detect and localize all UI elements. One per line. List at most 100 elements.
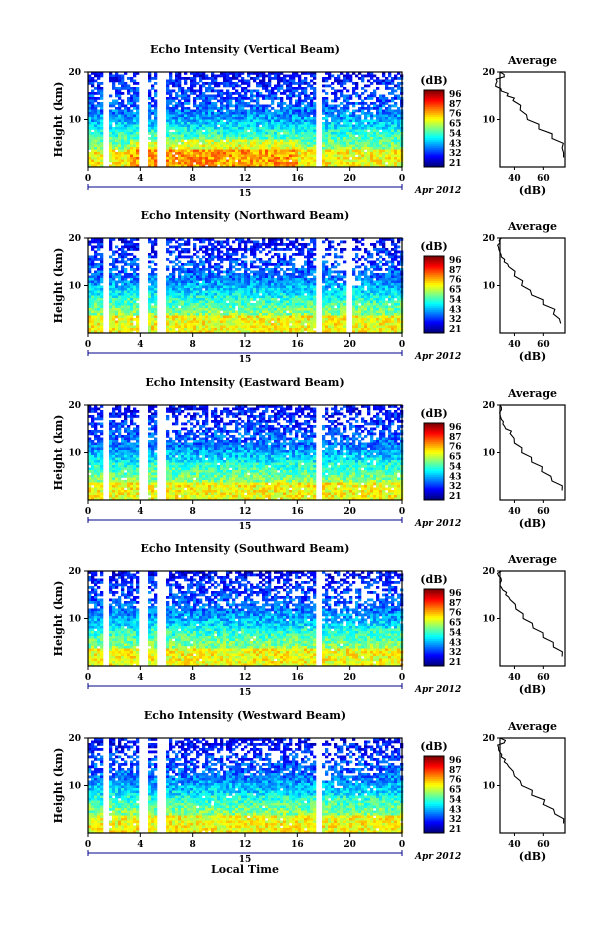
panel-title: Echo Intensity (Westward Beam) <box>144 709 346 722</box>
colorbar-tick-label: 43 <box>449 139 462 149</box>
panel-4: Echo Intensity (Westward Beam) 10 20Height… <box>52 709 566 876</box>
colorbar-unit: (dB) <box>420 740 447 753</box>
heatmap-ytick-label: 20 <box>68 734 81 744</box>
heatmap-ylabel: Height (km) <box>52 248 65 324</box>
colorbar-frame <box>423 422 445 501</box>
profile-ytick-label: 20 <box>482 401 495 411</box>
profile-frame <box>499 237 566 334</box>
profile-frame <box>499 570 566 667</box>
colorbar-tick-label: 96 <box>449 589 462 599</box>
panel-title: Echo Intensity (Eastward Beam) <box>145 376 344 389</box>
date-label: Apr 2012 <box>414 685 461 695</box>
profile-ytick-label: 10 <box>482 449 495 459</box>
heatmap-xtick-label: 0 <box>399 840 405 850</box>
colorbar-tick-label: 87 <box>449 100 462 110</box>
profile-frame <box>499 71 566 168</box>
colorbar-tick-label: 21 <box>449 492 462 502</box>
heatmap-ytick-label: 10 <box>68 782 81 792</box>
heatmap-xtick-label: 0 <box>85 174 91 184</box>
heatmap-ylabel: Height (km) <box>52 82 65 158</box>
heatmap-xtick-label: 4 <box>137 673 143 683</box>
heatmap-ylabel: Height (km) <box>52 581 65 657</box>
colorbar-unit: (dB) <box>420 240 447 253</box>
heatmap-xtick-label: 8 <box>190 507 196 517</box>
heatmap-xtick-label: 4 <box>137 840 143 850</box>
colorbar-frame <box>423 755 445 834</box>
colorbar-frame <box>423 255 445 334</box>
colorbar-tick-label: 76 <box>449 609 462 619</box>
colorbar-tick-label: 54 <box>449 295 462 305</box>
profile-line <box>496 737 565 824</box>
profile-xtick-label: 40 <box>508 174 521 184</box>
date-day-label: 15 <box>239 855 252 865</box>
profile-frame <box>499 737 566 834</box>
colorbar-tick-label: 21 <box>449 159 462 169</box>
colorbar-tick-label: 87 <box>449 433 462 443</box>
heatmap-xtick-label: 0 <box>85 673 91 683</box>
colorbar-frame <box>423 89 445 168</box>
profile-xtick-label: 40 <box>508 507 521 517</box>
heatmap-xtick-label: 12 <box>239 840 252 850</box>
heatmap-xtick-label: 0 <box>399 340 405 350</box>
heatmap-xtick-label: 20 <box>343 340 356 350</box>
colorbar-tick-label: 21 <box>449 658 462 668</box>
colorbar-tick-label: 96 <box>449 423 462 433</box>
colorbar-tick-label: 76 <box>449 276 462 286</box>
colorbar-tick-label: 32 <box>449 648 462 658</box>
profile-xlabel: (dB) <box>519 850 546 863</box>
colorbar-unit: (dB) <box>420 573 447 586</box>
colorbar-tick-label: 32 <box>449 815 462 825</box>
profile-xlabel: (dB) <box>519 683 546 696</box>
colorbar-tick-label: 43 <box>449 305 462 315</box>
heatmap-xtick-label: 20 <box>343 174 356 184</box>
profile-ytick-label: 20 <box>482 68 495 78</box>
heatmap-xtick-label: 16 <box>291 340 304 350</box>
heatmap-xtick-label: 12 <box>239 174 252 184</box>
colorbar-tick-label: 43 <box>449 805 462 815</box>
profile-title: Average <box>507 220 557 233</box>
colorbar-tick-label: 54 <box>449 795 462 805</box>
heatmap-xtick-label: 16 <box>291 507 304 517</box>
profile-title: Average <box>507 553 557 566</box>
colorbar-tick-label: 87 <box>449 266 462 276</box>
panel-title: Echo Intensity (Vertical Beam) <box>150 43 340 56</box>
colorbar-tick-label: 87 <box>449 599 462 609</box>
heatmap-xtick-label: 0 <box>85 840 91 850</box>
colorbar-tick-label: 96 <box>449 256 462 266</box>
heatmap-ytick-label: 10 <box>68 615 81 625</box>
colorbar-tick-label: 65 <box>449 120 462 130</box>
profile-xtick-label: 40 <box>508 840 521 850</box>
heatmap-xtick-label: 0 <box>85 507 91 517</box>
heatmap-ytick-label: 20 <box>68 401 81 411</box>
panel-title: Echo Intensity (Southward Beam) <box>141 542 350 555</box>
profile-xtick-label: 60 <box>537 174 550 184</box>
date-label: Apr 2012 <box>414 519 461 529</box>
profile-title: Average <box>507 54 557 67</box>
heatmap-xtick-label: 0 <box>399 673 405 683</box>
heatmap-xtick-label: 4 <box>137 340 143 350</box>
heatmap-xtick-label: 8 <box>190 340 196 350</box>
date-day-label: 15 <box>239 522 252 532</box>
profile-title: Average <box>507 387 557 400</box>
colorbar-tick-label: 96 <box>449 756 462 766</box>
heatmap-xtick-label: 12 <box>239 507 252 517</box>
colorbar-tick-label: 76 <box>449 110 462 120</box>
heatmap-ylabel: Height (km) <box>52 748 65 824</box>
profile-xtick-label: 60 <box>537 507 550 517</box>
colorbar-tick-label: 96 <box>449 90 462 100</box>
heatmap-cells <box>88 405 404 501</box>
heatmap-xtick-label: 8 <box>190 840 196 850</box>
colorbar-unit: (dB) <box>420 407 447 420</box>
panel-1: Echo Intensity (Northward Beam)1020Heigh… <box>52 209 566 365</box>
heatmap-xtick-label: 8 <box>190 673 196 683</box>
colorbar-tick-label: 76 <box>449 776 462 786</box>
heatmap-cells <box>88 72 404 168</box>
heatmap-xtick-label: 0 <box>399 174 405 184</box>
heatmap-ylabel: Height (km) <box>52 415 65 491</box>
heatmap-xtick-label: 20 <box>343 673 356 683</box>
colorbar-tick-label: 32 <box>449 149 462 159</box>
heatmap-ytick-label: 10 <box>68 116 81 126</box>
date-day-label: 15 <box>239 688 252 698</box>
panel-title: Echo Intensity (Northward Beam) <box>141 209 350 222</box>
profile-line <box>496 570 563 657</box>
